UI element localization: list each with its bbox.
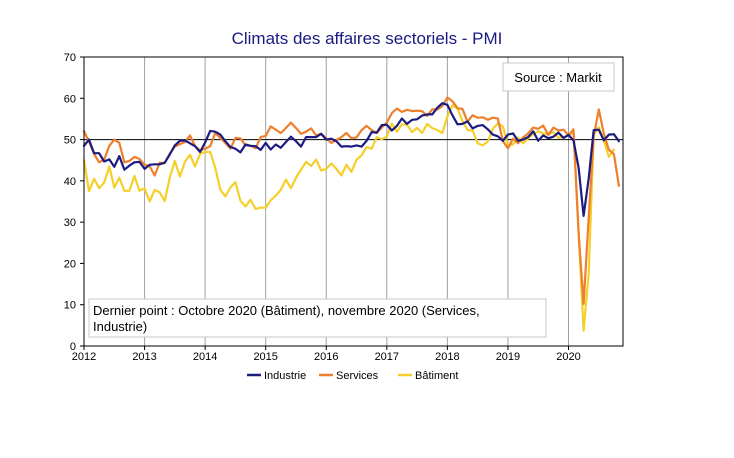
x-tick-label: 2014 bbox=[193, 351, 217, 363]
y-tick-label: 0 bbox=[70, 341, 76, 353]
legend-label: Industrie bbox=[264, 370, 306, 382]
plot-area bbox=[84, 57, 623, 346]
y-tick-label: 30 bbox=[64, 217, 76, 229]
y-tick-label: 10 bbox=[64, 300, 76, 312]
plot-frame bbox=[83, 56, 624, 347]
legend: Industrie Services Bâtiment bbox=[247, 370, 458, 382]
legend-label: Bâtiment bbox=[415, 370, 458, 382]
y-tick-label: 20 bbox=[64, 258, 76, 270]
x-tick-label: 2018 bbox=[435, 351, 459, 363]
y-tick-label: 70 bbox=[64, 52, 76, 64]
series-line-0 bbox=[82, 102, 621, 217]
y-tick-label: 60 bbox=[64, 93, 76, 105]
note-box: Dernier point : Octobre 2020 (Bâtiment),… bbox=[88, 298, 547, 338]
y-axis-ticks: 0 10 20 30 40 50 60 70 bbox=[64, 52, 84, 353]
x-tick-label: 2016 bbox=[314, 351, 338, 363]
x-tick-label: 2019 bbox=[496, 351, 520, 363]
series-line-2 bbox=[82, 104, 616, 332]
series-lines bbox=[82, 96, 621, 332]
x-tick-label: 2012 bbox=[72, 351, 96, 363]
x-axis-ticks: 2012 2013 2014 2015 2016 2017 2018 2019 2020 bbox=[72, 346, 581, 363]
source-box: Source : Markit bbox=[502, 62, 615, 92]
source-label: Source : Markit bbox=[514, 70, 602, 85]
note-line-2: Industrie) bbox=[93, 319, 147, 334]
x-tick-label: 2015 bbox=[253, 351, 277, 363]
y-tick-label: 40 bbox=[64, 176, 76, 188]
x-tick-label: 2017 bbox=[375, 351, 399, 363]
chart-title: Climats des affaires sectoriels - PMI bbox=[231, 29, 503, 48]
note-line-1: Dernier point : Octobre 2020 (Bâtiment),… bbox=[93, 303, 480, 318]
x-tick-label: 2013 bbox=[132, 351, 156, 363]
y-tick-label: 50 bbox=[64, 135, 76, 147]
legend-label: Services bbox=[336, 370, 379, 382]
x-tick-label: 2020 bbox=[556, 351, 580, 363]
